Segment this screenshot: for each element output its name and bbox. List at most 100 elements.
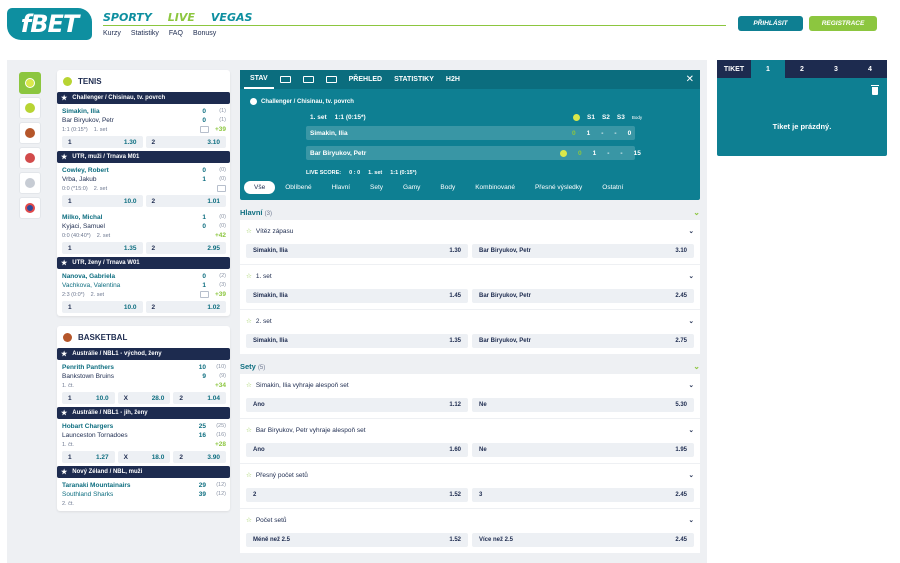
match-item[interactable]: Simakin, Ilia 0 (1) Bar Biryukov, Petr 0 (1)… — [57, 104, 230, 151]
league-header[interactable]: ★ Challenger / Chisinau, tv. povrch — [57, 92, 230, 104]
filter-kombinovane[interactable]: Kombinované — [475, 184, 515, 191]
tab-h2h[interactable]: H2H — [445, 76, 460, 83]
odd-button[interactable]: 3 2.45 — [472, 488, 694, 502]
league-header[interactable]: ★ Austrálie / NBL1 - jih, ženy — [57, 407, 230, 419]
league-header[interactable]: ★ Austrálie / NBL1 - východ, ženy — [57, 348, 230, 360]
filter-ostatni[interactable]: Ostatní — [602, 184, 624, 191]
bet-slip-tab-1[interactable]: 1 — [751, 60, 785, 78]
odd-button-1[interactable]: 1 1.27 — [62, 451, 115, 463]
star-outline-icon[interactable]: ☆ — [246, 273, 252, 280]
logo[interactable]: fBET — [7, 8, 92, 40]
odd-button-2[interactable]: 2 2.95 — [145, 242, 226, 254]
subnav-faq[interactable]: FAQ — [168, 30, 183, 37]
odd-button-2[interactable]: 2 3.10 — [145, 136, 226, 148]
filter-vse[interactable]: Vše — [244, 181, 276, 194]
hockey-icon[interactable] — [19, 147, 41, 169]
chevron-down-icon[interactable]: ⌄ — [688, 318, 694, 325]
chevron-down-icon[interactable]: ⌄ — [688, 382, 694, 389]
filter-oblibene[interactable]: Oblíbené — [285, 184, 312, 191]
tab-field-view-3[interactable] — [320, 70, 343, 89]
subnav-kurzy[interactable]: Kurzy — [103, 30, 121, 37]
more-markets-count[interactable]: +42 — [214, 232, 226, 239]
section-header[interactable]: Hlavní (3) ⌄ — [240, 204, 700, 220]
odd-button[interactable]: Bar Biryukov, Petr 3.10 — [472, 244, 694, 258]
chevron-down-icon[interactable]: ⌄ — [688, 228, 694, 235]
odd-button[interactable]: Bar Biryukov, Petr 2.45 — [472, 289, 694, 303]
filter-body[interactable]: Body — [440, 184, 456, 191]
subnav-bonusy[interactable]: Bonusy — [192, 30, 217, 37]
more-markets-count[interactable]: +34 — [214, 382, 226, 389]
star-outline-icon[interactable]: ☆ — [246, 472, 252, 479]
odd-button-1[interactable]: 1 1.30 — [62, 136, 143, 148]
bet-slip-tab-3[interactable]: 3 — [834, 65, 838, 73]
star-icon[interactable]: ★ — [61, 95, 68, 102]
league-header[interactable]: ★ Nový Zéland / NBL, muži — [57, 466, 230, 478]
filter-sety[interactable]: Sety — [370, 184, 384, 191]
field-icon[interactable] — [199, 126, 209, 133]
tab-field-view-2[interactable] — [297, 70, 320, 89]
star-outline-icon[interactable]: ☆ — [246, 318, 252, 325]
chevron-down-icon[interactable]: ⌄ — [688, 273, 694, 280]
match-item[interactable]: Cowley, Robert 0 (0) Vrba, Jakub 1 (0) 0:0 (… — [57, 163, 230, 210]
odd-button-1[interactable]: 1 1.35 — [62, 242, 143, 254]
odd-button[interactable]: Méně než 2.5 1.52 — [246, 533, 468, 547]
chevron-down-icon[interactable]: ⌄ — [693, 361, 700, 371]
odd-button-2[interactable]: 2 1.02 — [145, 301, 226, 313]
field-icon[interactable] — [199, 291, 209, 298]
odd-button[interactable]: 2 1.52 — [246, 488, 468, 502]
chevron-down-icon[interactable]: ⌄ — [688, 517, 694, 524]
filter-gamy[interactable]: Gamy — [403, 184, 421, 191]
chevron-down-icon[interactable]: ⌄ — [688, 427, 694, 434]
odd-button[interactable]: Ne 1.95 — [472, 443, 694, 457]
odd-button-1[interactable]: 1 10.0 — [62, 392, 115, 404]
odd-button-2[interactable]: 2 1.04 — [173, 392, 227, 404]
star-outline-icon[interactable]: ☆ — [246, 517, 252, 524]
tab-prehled[interactable]: PŘEHLED — [348, 76, 383, 83]
odd-button-1[interactable]: 1 10.0 — [62, 301, 143, 313]
odd-button[interactable]: Bar Biryukov, Petr 2.75 — [472, 334, 694, 348]
filter-hlavni[interactable]: Hlavní — [331, 184, 351, 191]
odd-button[interactable]: Simakin, Ilia 1.35 — [246, 334, 468, 348]
register-button[interactable]: REGISTRACE — [809, 16, 877, 31]
filter-presne-vysledky[interactable]: Přesné výsledky — [534, 184, 583, 191]
star-icon[interactable]: ★ — [61, 469, 68, 476]
odd-button-1[interactable]: 1 10.0 — [62, 195, 143, 207]
odd-button[interactable]: Více než 2.5 2.45 — [472, 533, 694, 547]
subnav-statistiky[interactable]: Statistiky — [130, 30, 159, 37]
bet-slip-tab-4[interactable]: 4 — [868, 65, 872, 73]
match-item[interactable]: Nanova, Gabriela 0 (2) Vachkova, Valentina… — [57, 269, 230, 316]
tennis-icon[interactable] — [19, 97, 41, 119]
odd-button-2[interactable]: 2 3.90 — [173, 451, 227, 463]
odd-button[interactable]: Ano 1.12 — [246, 398, 468, 412]
chevron-down-icon[interactable]: ⌄ — [688, 472, 694, 479]
bet-slip-tab-2[interactable]: 2 — [800, 65, 804, 73]
nav-vegas[interactable]: VEGAS — [210, 11, 253, 24]
star-outline-icon[interactable]: ☆ — [246, 427, 252, 434]
tab-stav[interactable]: STAV — [244, 70, 274, 89]
odd-button[interactable]: Simakin, Ilia 1.45 — [246, 289, 468, 303]
soccer-icon[interactable] — [19, 172, 41, 194]
tennis-ball-icon[interactable] — [19, 72, 41, 94]
star-icon[interactable]: ★ — [61, 410, 68, 417]
nav-sporty[interactable]: SPORTY — [103, 11, 152, 24]
star-icon[interactable]: ★ — [61, 260, 68, 267]
tab-statistiky[interactable]: STATISTIKY — [394, 76, 434, 83]
match-item[interactable]: Taranaki Mountainairs 29 (12) Southland Sh… — [57, 478, 230, 511]
star-icon[interactable]: ★ — [61, 351, 68, 358]
nav-live[interactable]: LIVE — [167, 11, 195, 24]
match-item[interactable]: Milko, Michal 1 (0) Kyjaci, Samuel 0 (0) 0:0… — [57, 210, 230, 257]
match-item[interactable]: Penrith Panthers 10 (10) Bankstown Bruins 9… — [57, 360, 230, 407]
tab-field-view[interactable] — [274, 70, 297, 89]
odd-button-x[interactable]: X 18.0 — [117, 451, 171, 463]
field-icon[interactable] — [217, 185, 226, 192]
close-icon[interactable]: ✕ — [685, 74, 694, 85]
odd-button[interactable]: Simakin, Ilia 1.30 — [246, 244, 468, 258]
section-header[interactable]: Sety (5) ⌄ — [240, 358, 700, 374]
login-button[interactable]: PŘIHLÁSIT — [738, 16, 803, 31]
more-markets-count[interactable]: +39 — [214, 126, 226, 133]
chevron-down-icon[interactable]: ⌄ — [693, 207, 700, 217]
trash-icon[interactable] — [871, 85, 879, 95]
volleyball-icon[interactable] — [19, 197, 41, 219]
more-markets-count[interactable]: +28 — [214, 441, 226, 448]
star-icon[interactable]: ★ — [61, 154, 68, 161]
